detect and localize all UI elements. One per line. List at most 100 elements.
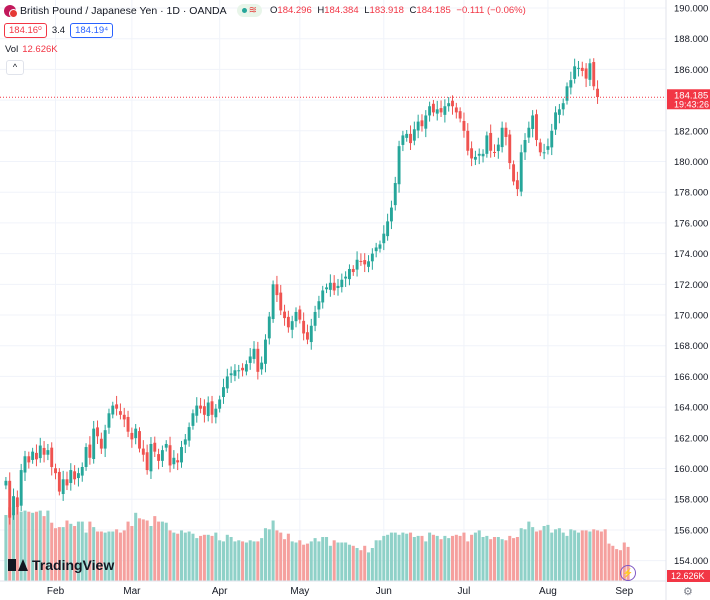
candle-body bbox=[279, 292, 283, 311]
candle-body bbox=[76, 473, 80, 479]
volume-bar bbox=[126, 521, 130, 581]
candle-body bbox=[199, 405, 203, 409]
price-tick-label: 190.000 bbox=[674, 4, 708, 15]
candle-body bbox=[73, 471, 77, 480]
candle-body bbox=[435, 109, 439, 114]
volume-bar bbox=[435, 535, 439, 581]
volume-legend[interactable]: Vol 12.626K bbox=[5, 44, 58, 55]
buy-button[interactable]: 184.19⁴ bbox=[70, 23, 114, 38]
volume-bar bbox=[76, 521, 80, 581]
volume-bar bbox=[130, 526, 134, 581]
replay-wave-icon: ≋ bbox=[248, 5, 258, 16]
candle-body bbox=[554, 112, 558, 130]
candle-body bbox=[443, 106, 447, 115]
volume-bar bbox=[80, 521, 84, 581]
lightning-icon[interactable]: ⚡ bbox=[620, 565, 636, 581]
volume-bar bbox=[191, 533, 195, 581]
volume-bar bbox=[515, 537, 519, 581]
candle-body bbox=[515, 180, 519, 190]
volume-bar bbox=[336, 542, 340, 581]
time-tick-label: May bbox=[290, 586, 309, 597]
collapse-legend-button[interactable]: ^ bbox=[6, 60, 24, 75]
last-price-box bbox=[667, 89, 710, 110]
volume-bar bbox=[496, 537, 500, 581]
candle-body bbox=[168, 445, 172, 466]
candle-body bbox=[149, 443, 153, 472]
volume-bar bbox=[221, 541, 226, 581]
candle-body bbox=[573, 66, 577, 79]
volume-bar bbox=[580, 530, 584, 581]
candle-body bbox=[355, 259, 359, 270]
chart-header: British Pound / Japanese Yen · 1D · OAND… bbox=[4, 4, 526, 18]
candle-body bbox=[470, 148, 474, 159]
candle-body bbox=[57, 471, 61, 492]
candle-body bbox=[225, 376, 229, 389]
gbp-jpy-flag-icon bbox=[4, 4, 18, 18]
candle-body bbox=[183, 439, 187, 445]
sell-button[interactable]: 184.16⁰ bbox=[4, 23, 47, 38]
candle-body bbox=[561, 103, 565, 110]
candle-body bbox=[420, 120, 424, 127]
price-tick-label: 154.000 bbox=[674, 556, 708, 567]
volume-bar bbox=[546, 524, 550, 581]
price-tick-label: 160.000 bbox=[674, 464, 708, 475]
price-axis[interactable]: 154.000 156.000 158.000 160.000 162.000 164.0… bbox=[674, 4, 708, 568]
volume-badge-box bbox=[667, 570, 710, 582]
volume-bar bbox=[428, 532, 432, 581]
volume-bar bbox=[321, 537, 325, 581]
volume-bar bbox=[252, 541, 256, 581]
volume-bar bbox=[550, 532, 554, 581]
candle-body bbox=[378, 244, 382, 249]
volume-bar bbox=[588, 531, 592, 581]
candle-body bbox=[88, 444, 92, 458]
candle-body bbox=[157, 454, 161, 461]
candle-body bbox=[531, 115, 535, 129]
candle-body bbox=[260, 362, 264, 370]
ohlc-low-label: L bbox=[364, 5, 370, 16]
volume-bar bbox=[141, 519, 145, 581]
candle-body bbox=[214, 408, 218, 418]
volume-bar bbox=[54, 528, 58, 581]
volume-bar bbox=[244, 542, 248, 581]
time-tick-label: Feb bbox=[47, 586, 65, 597]
candle-body bbox=[359, 260, 363, 262]
volume-bar bbox=[603, 529, 607, 581]
volume-bar bbox=[157, 521, 161, 581]
volume-bar bbox=[118, 532, 122, 581]
ohlc-open-label: O bbox=[270, 5, 278, 16]
tradingview-logo[interactable]: TradingView bbox=[8, 557, 114, 573]
candle-body bbox=[233, 370, 237, 376]
candle-body bbox=[393, 183, 397, 206]
settings-gear-icon[interactable]: ⚙ bbox=[683, 586, 693, 598]
volume-bar bbox=[153, 516, 157, 581]
market-status[interactable]: ≋ bbox=[236, 4, 263, 17]
candle-body bbox=[451, 100, 454, 107]
candle-body bbox=[271, 284, 275, 320]
price-tick-label: 176.000 bbox=[674, 218, 708, 229]
volume-bar bbox=[538, 530, 542, 581]
volume-bar bbox=[38, 510, 42, 581]
candle-body bbox=[65, 479, 69, 486]
tradingview-logo-icon bbox=[8, 559, 28, 571]
candle-body bbox=[267, 316, 271, 339]
volume-bar bbox=[405, 533, 409, 581]
candle-body bbox=[206, 402, 210, 417]
volume-bar bbox=[416, 535, 420, 581]
candle-body bbox=[412, 129, 416, 141]
time-axis[interactable]: Feb Mar Apr May Jun Jul Aug Sep bbox=[47, 586, 634, 597]
candle-body bbox=[92, 428, 96, 460]
price-tick-label: 170.000 bbox=[674, 311, 708, 322]
symbol-title[interactable]: British Pound / Japanese Yen · 1D · OAND… bbox=[20, 4, 227, 17]
volume-bar bbox=[134, 512, 138, 581]
volume-bar bbox=[367, 552, 371, 581]
volume-bar bbox=[393, 532, 397, 581]
candle-body bbox=[317, 301, 321, 310]
candle-body bbox=[164, 443, 168, 448]
volume-bar bbox=[573, 530, 577, 581]
volume-bar bbox=[27, 511, 31, 581]
volume-bar bbox=[408, 532, 413, 581]
candle-body bbox=[389, 207, 393, 222]
candle-body bbox=[111, 405, 115, 415]
